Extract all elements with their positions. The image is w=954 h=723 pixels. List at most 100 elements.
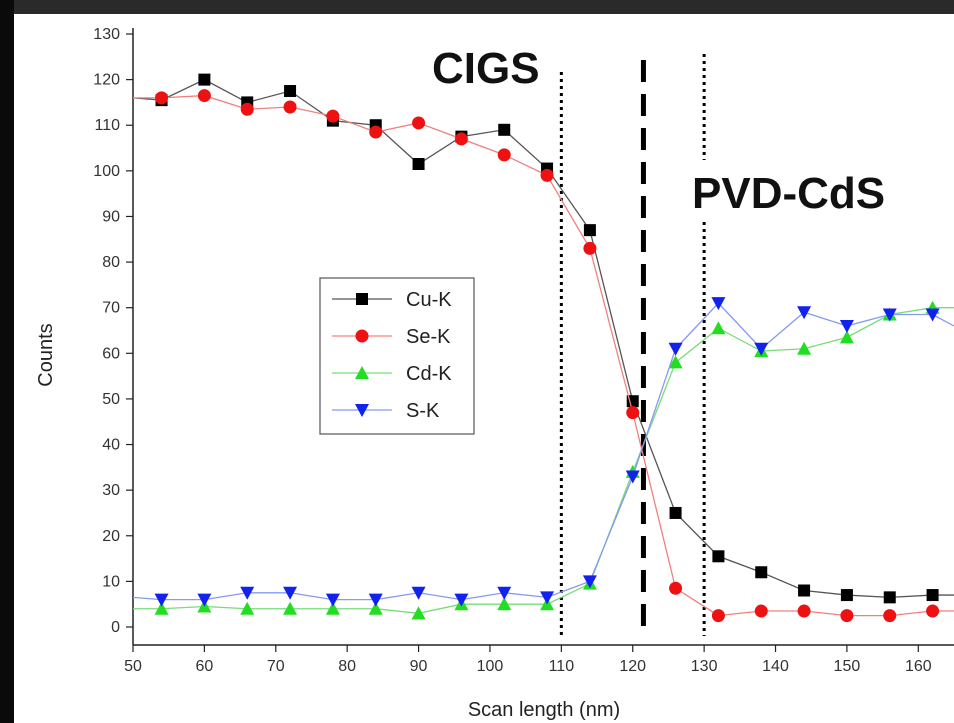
data-point-cd-k bbox=[411, 606, 426, 620]
axis-ticks: 50 60 70 80 90 100 110 120 130 140 150 160 0 10 20 30 40… bbox=[93, 26, 931, 675]
pvd-cds-region-label: PVD-CdS bbox=[692, 169, 885, 218]
legend-item-cu-k: Cu-K bbox=[332, 289, 452, 311]
data-point-cu-k bbox=[583, 224, 596, 237]
left-image-strip bbox=[0, 0, 14, 723]
data-point-se-k bbox=[326, 109, 340, 123]
data-point-cd-k bbox=[325, 601, 340, 615]
data-point-se-k bbox=[711, 609, 725, 623]
data-point-s-k bbox=[754, 342, 769, 356]
cigs-region-label: CIGS bbox=[432, 44, 540, 93]
data-point-s-k bbox=[925, 308, 940, 322]
data-point-s-k bbox=[711, 297, 726, 311]
data-point-s-k bbox=[668, 342, 683, 356]
data-point-se-k bbox=[283, 100, 297, 114]
y-tick-label: 90 bbox=[102, 208, 120, 225]
x-tick-label: 90 bbox=[410, 658, 428, 675]
data-point-s-k bbox=[839, 319, 854, 333]
series-cd-k bbox=[133, 300, 954, 620]
y-axis-title: Counts bbox=[35, 323, 57, 386]
series-layer bbox=[132, 73, 954, 623]
data-point-s-k bbox=[240, 586, 255, 600]
data-point-se-k bbox=[797, 604, 811, 618]
data-point-se-k bbox=[540, 168, 554, 182]
y-tick-label: 50 bbox=[102, 391, 120, 408]
x-tick-label: 50 bbox=[124, 658, 142, 675]
legend-marker bbox=[356, 293, 368, 305]
data-point-se-k bbox=[369, 125, 383, 139]
y-tick-label: 120 bbox=[93, 72, 120, 89]
legend-marker bbox=[355, 404, 369, 417]
data-point-cu-k bbox=[198, 73, 211, 86]
x-tick-label: 80 bbox=[338, 658, 356, 675]
series-line-cd-k bbox=[133, 307, 954, 614]
series-cu-k bbox=[132, 73, 954, 604]
data-point-cd-k bbox=[711, 321, 726, 335]
x-tick-label: 110 bbox=[549, 658, 575, 675]
legend-item-s-k: S-K bbox=[332, 400, 440, 422]
legend-label: Cu-K bbox=[406, 289, 452, 311]
data-point-s-k bbox=[540, 591, 555, 605]
data-point-s-k bbox=[882, 308, 897, 322]
legend-item-se-k: Se-K bbox=[332, 326, 451, 348]
data-point-se-k bbox=[197, 89, 211, 103]
series-line-cu-k bbox=[132, 78, 954, 599]
legend-label: S-K bbox=[406, 400, 440, 422]
y-tick-label: 10 bbox=[102, 573, 120, 590]
legend-items: Cu-K Se-K Cd-K S-K bbox=[332, 289, 452, 422]
series-s-k bbox=[132, 297, 954, 607]
x-tick-label: 100 bbox=[477, 658, 504, 675]
y-tick-label: 40 bbox=[102, 437, 120, 454]
data-point-se-k bbox=[454, 132, 468, 146]
data-point-cd-k bbox=[797, 341, 812, 355]
legend: Cu-K Se-K Cd-K S-K bbox=[319, 277, 475, 435]
y-tick-label: 70 bbox=[102, 300, 120, 317]
data-point-cu-k bbox=[412, 158, 425, 171]
data-point-cd-k bbox=[668, 355, 683, 369]
data-point-cu-k bbox=[840, 589, 853, 602]
data-point-cd-k bbox=[368, 601, 383, 615]
data-point-s-k bbox=[154, 593, 169, 607]
x-tick-label: 70 bbox=[267, 658, 285, 675]
y-tick-label: 110 bbox=[94, 117, 120, 134]
top-image-strip bbox=[0, 0, 954, 14]
data-point-s-k bbox=[582, 575, 597, 589]
y-tick-label: 100 bbox=[93, 163, 120, 180]
data-point-se-k bbox=[883, 609, 897, 623]
y-tick-label: 20 bbox=[102, 528, 120, 545]
y-tick-label: 30 bbox=[102, 482, 120, 499]
y-tick-label: 0 bbox=[111, 619, 120, 636]
y-tick-label: 60 bbox=[102, 345, 120, 362]
series-line-s-k bbox=[132, 302, 954, 601]
data-point-se-k bbox=[669, 581, 683, 595]
x-tick-label: 160 bbox=[905, 658, 932, 675]
legend-marker bbox=[355, 366, 369, 379]
x-tick-label: 150 bbox=[834, 658, 861, 675]
boundary-lines bbox=[559, 54, 706, 636]
data-point-cd-k bbox=[154, 601, 169, 615]
data-point-se-k bbox=[240, 102, 254, 116]
data-point-se-k bbox=[497, 148, 511, 162]
data-point-cu-k bbox=[284, 85, 297, 98]
data-point-se-k bbox=[754, 604, 768, 618]
data-point-cu-k bbox=[626, 395, 639, 408]
data-point-s-k bbox=[454, 593, 469, 607]
data-point-s-k bbox=[325, 593, 340, 607]
data-point-se-k bbox=[583, 241, 597, 255]
data-point-s-k bbox=[197, 593, 212, 607]
data-point-se-k bbox=[626, 406, 640, 420]
data-point-cd-k bbox=[240, 601, 255, 615]
data-point-cu-k bbox=[498, 123, 511, 136]
x-tick-label: 140 bbox=[762, 658, 789, 675]
series-se-k bbox=[133, 89, 954, 623]
pvd-cds-label-backdrop bbox=[686, 160, 954, 222]
data-point-s-k bbox=[797, 306, 812, 320]
y-tick-label: 130 bbox=[93, 26, 120, 43]
data-point-cu-k bbox=[883, 591, 896, 604]
legend-box bbox=[319, 277, 475, 435]
x-axis-title: Scan length (nm) bbox=[468, 699, 620, 721]
data-point-cd-k bbox=[497, 597, 512, 611]
data-point-s-k bbox=[411, 586, 426, 600]
y-tick-label: 80 bbox=[102, 254, 120, 271]
